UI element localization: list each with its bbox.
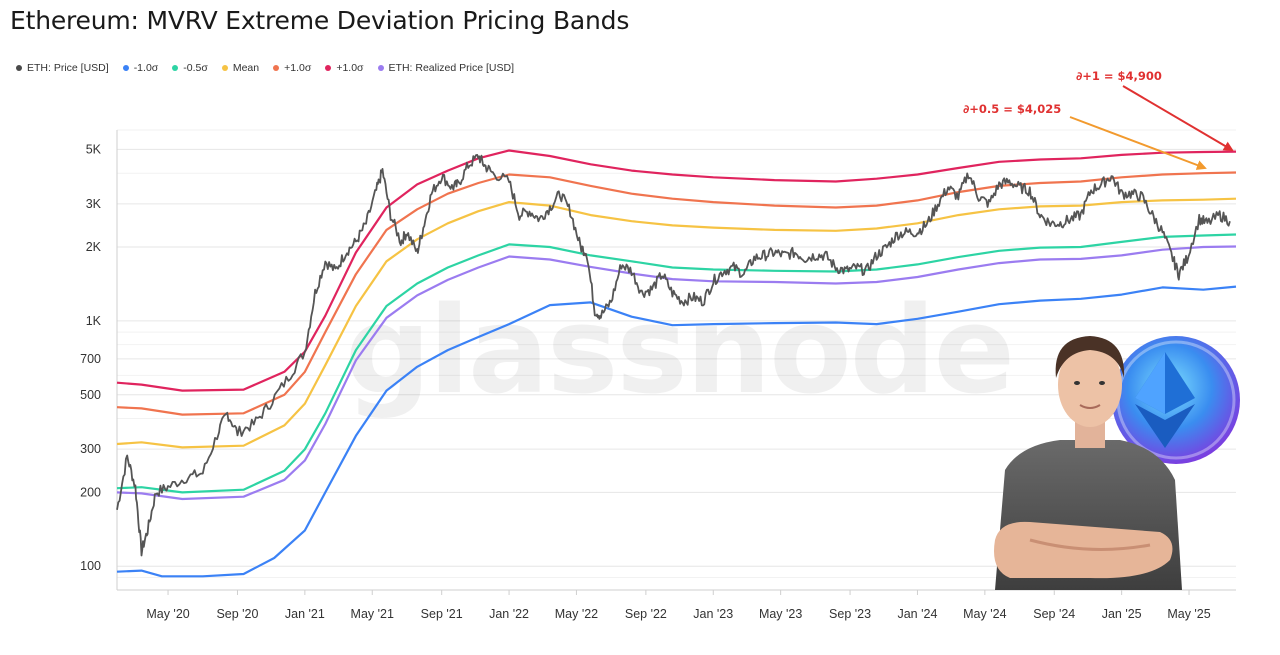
legend-label: ETH: Price [USD] [27, 62, 109, 74]
x-tick-label: May '22 [555, 607, 598, 621]
legend-item[interactable]: -0.5σ [172, 62, 208, 74]
x-tick-label: May '23 [759, 607, 802, 621]
x-tick-label: Jan '25 [1102, 607, 1142, 621]
legend: ETH: Price [USD] -1.0σ -0.5σ Mean +1.0σ +1.0σ… [16, 62, 514, 74]
legend-item[interactable]: +1.0σ [325, 62, 364, 74]
y-tick-label: 1K [86, 314, 102, 328]
legend-dot-icon [325, 65, 332, 71]
legend-label: ETH: Realized Price [USD] [388, 62, 514, 74]
x-tick-label: May '24 [963, 607, 1006, 621]
legend-label: +1.0σ [284, 62, 312, 74]
x-tick-label: May '25 [1167, 607, 1210, 621]
legend-label: -0.5σ [183, 62, 208, 74]
band-line-3 [116, 233, 1237, 494]
axes: 100 200 300 500 700 1K 2K 3K 5K May '20 Sep '20 Jan… [80, 130, 1236, 621]
x-tick-label: Jan '24 [897, 607, 937, 621]
legend-dot-icon [172, 65, 179, 71]
band-line-1 [116, 171, 1237, 416]
x-tick-label: May '21 [351, 607, 394, 621]
y-tick-label: 500 [80, 388, 101, 402]
y-tick-label: 200 [80, 485, 101, 499]
chart-title: Ethereum: MVRV Extreme Deviation Pricing… [10, 6, 630, 35]
y-tick-label: 5K [86, 142, 102, 156]
band-line-5 [116, 285, 1237, 578]
legend-dot-icon [377, 65, 384, 71]
price-line-group [116, 154, 1231, 557]
x-tick-label: Jan '23 [693, 607, 733, 621]
vitalik-illustration [994, 336, 1240, 590]
annotation-arrow-red [1122, 85, 1234, 152]
price-line [116, 154, 1231, 557]
legend-dot-icon [122, 65, 129, 71]
annotation-arrow-orange [1069, 116, 1207, 170]
y-tick-label: 3K [86, 197, 102, 211]
legend-label: -1.0σ [133, 62, 159, 74]
band-line-2 [116, 197, 1237, 449]
x-tick-label: Sep '21 [421, 607, 463, 621]
x-tick-label: Sep '24 [1033, 607, 1075, 621]
x-tick-label: Jan '21 [285, 607, 325, 621]
x-tick-label: Jan '22 [489, 607, 529, 621]
legend-label: +1.0σ [336, 62, 364, 74]
legend-dot-icon [273, 65, 280, 71]
legend-item[interactable]: ETH: Price [USD] [16, 62, 109, 74]
band-line-4 [116, 245, 1237, 501]
legend-item[interactable]: Mean [221, 62, 260, 74]
watermark: glassnode [345, 282, 1013, 421]
eth-diamond-bottom [1135, 404, 1195, 448]
x-tick-label: May '20 [146, 607, 189, 621]
annotation-plus-1: ∂+1 = $4,900 [1076, 69, 1162, 83]
legend-dot-icon [16, 65, 22, 71]
x-tick-label: Sep '23 [829, 607, 871, 621]
legend-item[interactable]: ETH: Realized Price [USD] [377, 62, 514, 74]
annotations: ∂+1 = $4,900 ∂+0.5 = $4,025 [963, 69, 1234, 170]
x-tick-label: Sep '22 [625, 607, 667, 621]
x-tick-label: Sep '20 [216, 607, 258, 621]
legend-item[interactable]: +1.0σ [273, 62, 311, 74]
legend-label: Mean [232, 62, 260, 74]
face [1058, 343, 1122, 427]
y-tick-label: 300 [80, 442, 101, 456]
legend-item[interactable]: -1.0σ [122, 62, 159, 74]
y-tick-label: 100 [80, 559, 101, 573]
annotation-plus-0-5: ∂+0.5 = $4,025 [963, 102, 1061, 116]
y-tick-label: 700 [80, 352, 101, 366]
y-tick-label: 2K [86, 240, 102, 254]
legend-dot-icon [221, 65, 228, 71]
hair [1055, 336, 1125, 378]
